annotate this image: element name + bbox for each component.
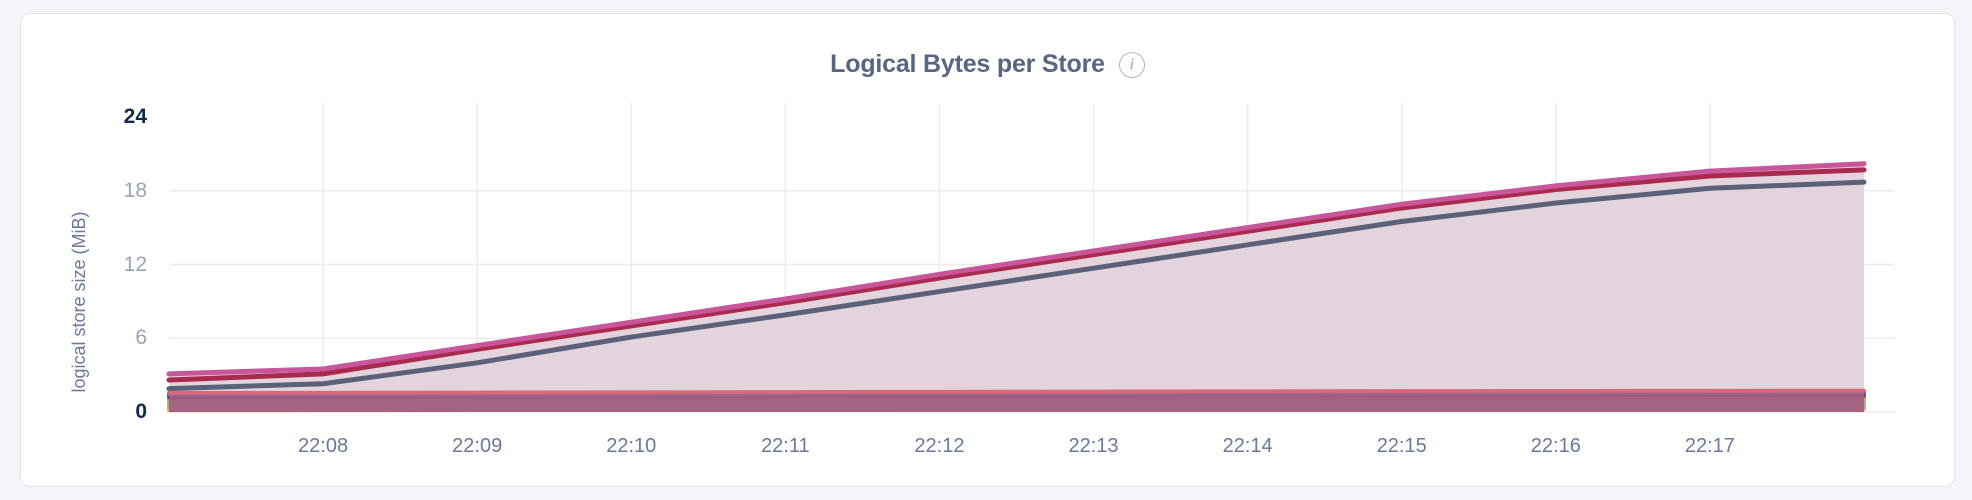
y-axis-tick-label: 24	[77, 106, 147, 127]
chart-plot-area[interactable]: logical store size (MiB) 24 18 12 6 0 22:08 22…	[21, 14, 1956, 488]
x-axis-tick-label: 22:13	[1034, 436, 1154, 456]
x-axis-tick-label: 22:17	[1650, 436, 1770, 456]
chart-svg[interactable]	[21, 14, 1956, 488]
y-axis-tick-label: 6	[77, 327, 147, 348]
x-axis-tick-label: 22:10	[571, 436, 691, 456]
x-axis-tick-label: 22:09	[417, 436, 537, 456]
chart-area-fill	[169, 164, 1864, 412]
x-axis-tick-label: 22:12	[879, 436, 999, 456]
y-axis-tick-label: 0	[77, 401, 147, 422]
chart-card: Logical Bytes per Store i logical store …	[20, 13, 1955, 487]
y-axis-label: logical store size (MiB)	[69, 162, 90, 442]
x-axis-tick-label: 22:16	[1496, 436, 1616, 456]
x-axis-tick-label: 22:14	[1188, 436, 1308, 456]
x-axis-tick-label: 22:08	[263, 436, 383, 456]
y-axis-tick-label: 18	[77, 180, 147, 201]
y-axis-tick-label: 12	[77, 254, 147, 275]
chart-series-line[interactable]	[169, 391, 1864, 393]
x-axis-tick-label: 22:11	[725, 436, 845, 456]
x-axis-tick-label: 22:15	[1342, 436, 1462, 456]
